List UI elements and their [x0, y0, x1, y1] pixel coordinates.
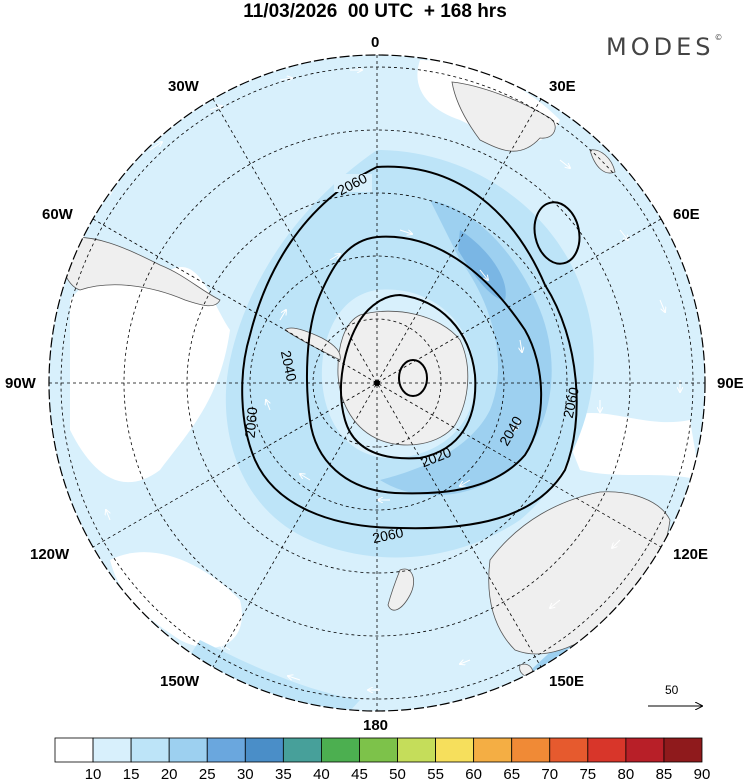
wind-shade-jet-core [458, 230, 506, 300]
colorbar-tick-label: 60 [465, 766, 482, 783]
graticule [49, 55, 705, 711]
colorbar-tick-label: 30 [236, 766, 254, 783]
contour-2040 [306, 235, 543, 495]
colorbar-tick-label: 55 [427, 766, 444, 783]
colorbar-swatch [549, 737, 589, 763]
colorbar-tick-label: 85 [655, 766, 673, 783]
colorbar-swatch [282, 737, 322, 763]
contour-label-2040-left: 2040 [278, 349, 300, 383]
africa [451, 81, 556, 152]
land-masses [59, 81, 671, 677]
colorbar-swatch [168, 737, 208, 763]
colorbar-tick-label: 70 [541, 766, 559, 783]
brand-name: MODES [606, 33, 715, 61]
colorbar-swatch [587, 737, 627, 763]
colorbar-swatch [473, 737, 513, 763]
contours [241, 165, 581, 530]
colorbar-tick-label: 10 [84, 766, 102, 783]
colorbar-tick-label: 45 [351, 766, 368, 783]
south-pole-marker [374, 380, 380, 386]
colorbar-swatch [244, 737, 284, 763]
colorbar-swatch [92, 737, 132, 763]
colorbar-tick-label: 65 [503, 766, 521, 783]
colorbar-swatch [663, 737, 703, 763]
contour-2020 [339, 293, 477, 460]
colorbar-tick-label: 40 [313, 766, 330, 783]
new-zealand [387, 568, 414, 611]
wind-shade-southwest-band [190, 640, 360, 711]
lon-label-60e: 60E [673, 206, 700, 223]
contour-label-2060-right: 2060 [560, 386, 582, 420]
colorbar-tick-label: 90 [693, 766, 711, 783]
lon-label-120e: 120E [673, 546, 709, 563]
contour-label-2060-bottom: 2060 [371, 524, 405, 546]
wind-shade-jet-east [380, 200, 552, 496]
contour-label-2060-left: 2060 [242, 406, 261, 439]
colorbar-tick-label: 20 [160, 766, 178, 783]
contour-high-atlantic [533, 201, 581, 265]
lon-label-180: 180 [363, 717, 389, 734]
map-title: 11/03/2026 00 UTC + 168 hrs [243, 1, 507, 22]
reference-vector-label: 50 [665, 683, 679, 697]
colorbar-swatch [54, 737, 94, 763]
contour-2060 [241, 165, 578, 530]
lon-label-0: 0 [371, 34, 380, 51]
lon-label-150e: 150E [549, 673, 585, 690]
south-america [59, 236, 221, 307]
colorbar-swatch [397, 737, 436, 763]
colorbar-swatch [130, 737, 170, 763]
colorbar-tick-label: 75 [579, 766, 597, 783]
lon-label-150w: 150W [160, 673, 200, 690]
lon-label-90w: 90W [5, 375, 36, 392]
colorbar-swatch [625, 737, 665, 763]
antarctica [337, 310, 469, 446]
map-boundary [48, 54, 706, 712]
contour-low-center [398, 359, 428, 397]
lon-label-90e: 90E [717, 375, 744, 392]
colorbar [54, 737, 703, 763]
lon-label-60w: 60W [42, 206, 73, 223]
colorbar-swatch [321, 737, 360, 763]
copyright-mark: © [714, 33, 723, 42]
colorbar-swatch [511, 737, 551, 763]
colorbar-tick-label: 25 [198, 766, 216, 783]
lon-label-30e: 30E [549, 78, 576, 95]
colorbar-tick-label: 50 [389, 766, 406, 783]
antarctic-peninsula [284, 327, 341, 361]
lon-label-30w: 30W [168, 78, 199, 95]
colorbar-swatch [359, 737, 398, 763]
colorbar-tick-label: 15 [122, 766, 140, 783]
colorbar-tick-label: 35 [275, 766, 292, 783]
wind-vectors [78, 70, 680, 690]
brand-logo: MODES© [606, 33, 722, 61]
colorbar-tick-label: 80 [617, 766, 635, 783]
colorbar-swatch [435, 737, 475, 763]
lon-label-120w: 120W [30, 546, 70, 563]
colorbar-swatch [206, 737, 246, 763]
